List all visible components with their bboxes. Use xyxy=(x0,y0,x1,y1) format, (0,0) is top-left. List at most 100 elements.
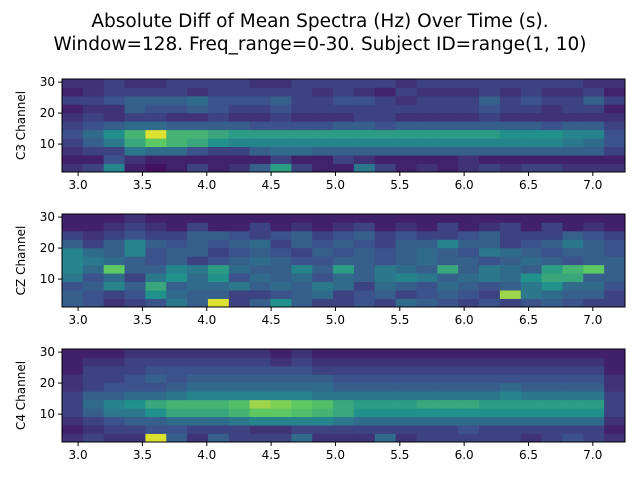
heatmap-cell xyxy=(187,163,209,173)
heatmap-cell xyxy=(145,256,167,266)
heatmap-cell xyxy=(333,273,355,283)
heatmap-cell xyxy=(207,121,230,131)
heatmap-cell xyxy=(187,95,209,105)
heatmap-cell xyxy=(207,399,230,409)
heatmap-cell xyxy=(458,95,480,105)
heatmap-cell xyxy=(187,433,209,443)
heatmap-cell xyxy=(499,281,522,291)
x-tick-label: 3.0 xyxy=(69,448,88,462)
heatmap-cell xyxy=(333,281,355,291)
heatmap-cell xyxy=(103,281,125,291)
heatmap-cell xyxy=(82,138,105,148)
heatmap-cell xyxy=(479,264,501,274)
heatmap-cell xyxy=(145,138,167,148)
heatmap-cell xyxy=(312,425,334,434)
heatmap-cell xyxy=(479,382,501,392)
heatmap-cell xyxy=(541,408,563,418)
heatmap-cell xyxy=(124,112,146,122)
heatmap-cell xyxy=(62,416,84,426)
heatmap-cell xyxy=(187,79,209,88)
heatmap-cell xyxy=(207,79,230,88)
heatmap-cell xyxy=(312,112,334,122)
heatmap-cell xyxy=(207,357,230,367)
heatmap-cell xyxy=(270,290,292,299)
heatmap-cell xyxy=(312,146,334,156)
heatmap-cell xyxy=(187,290,209,299)
heatmap-cell xyxy=(520,112,542,122)
heatmap-cell xyxy=(228,357,251,367)
heatmap-cell xyxy=(562,214,584,223)
heatmap-cell xyxy=(103,239,125,249)
heatmap-cell xyxy=(395,87,417,97)
heatmap-cell xyxy=(395,112,417,122)
heatmap-cell xyxy=(520,365,542,375)
heatmap-cell xyxy=(395,264,417,274)
heatmap-cell xyxy=(604,349,626,358)
heatmap-cell xyxy=(333,247,355,257)
heatmap-cell xyxy=(562,112,584,122)
heatmap-cell xyxy=(166,239,188,249)
heatmap-cell xyxy=(395,230,417,240)
heatmap-cell xyxy=(458,155,480,164)
heatmap-cell xyxy=(541,230,563,240)
heatmap-cell xyxy=(166,416,188,426)
heatmap-cell xyxy=(249,104,271,114)
heatmap-cell xyxy=(416,382,438,392)
heatmap-cell xyxy=(479,104,501,114)
heatmap-cell xyxy=(479,374,501,384)
heatmap-cell xyxy=(395,298,417,308)
heatmap-cell xyxy=(562,256,584,266)
heatmap-cell xyxy=(333,155,355,164)
heatmap-cell xyxy=(374,416,397,426)
heatmap-cell xyxy=(187,281,209,291)
heatmap-cell xyxy=(562,273,584,283)
heatmap-cell xyxy=(207,104,230,114)
heatmap-cell xyxy=(124,349,146,358)
heatmap-cell xyxy=(374,290,397,299)
heatmap-cell xyxy=(312,273,334,283)
heatmap-cell xyxy=(145,273,167,283)
heatmap-cell xyxy=(374,129,397,139)
heatmap-cell xyxy=(166,433,188,443)
heatmap-cell xyxy=(249,433,271,443)
heatmap-cell xyxy=(458,365,480,375)
heatmap-cell xyxy=(82,425,105,434)
heatmap-cell xyxy=(249,222,271,232)
heatmap-cell xyxy=(270,230,292,240)
heatmap-cell xyxy=(541,121,563,131)
heatmap-cell xyxy=(333,163,355,173)
heatmap-cell xyxy=(416,357,438,367)
heatmap-cell xyxy=(270,399,292,409)
heatmap-cell xyxy=(458,382,480,392)
heatmap-cell xyxy=(437,214,459,223)
heatmap-cell xyxy=(520,382,542,392)
heatmap-cell xyxy=(145,121,167,131)
heatmap-cell xyxy=(604,95,626,105)
heatmap-cell xyxy=(479,87,501,97)
heatmap-cell xyxy=(374,104,397,114)
heatmap-cell xyxy=(249,408,271,418)
heatmap-cell xyxy=(62,382,84,392)
heatmap-cell xyxy=(437,95,459,105)
heatmap-cell xyxy=(103,357,125,367)
heatmap-cell xyxy=(228,264,251,274)
heatmap-cell xyxy=(353,349,376,358)
heatmap-cell xyxy=(499,425,522,434)
heatmap-cell xyxy=(62,349,84,358)
heatmap-cell xyxy=(249,290,271,299)
heatmap-cell xyxy=(395,222,417,232)
heatmap-cell xyxy=(124,273,146,283)
heatmap-cell xyxy=(103,290,125,299)
heatmap-cell xyxy=(499,214,522,223)
heatmap-cell xyxy=(249,155,271,164)
heatmap-cell xyxy=(270,129,292,139)
heatmap-cell xyxy=(145,112,167,122)
heatmap-cell xyxy=(583,104,605,114)
heatmap-cell xyxy=(583,365,605,375)
heatmap-cell xyxy=(124,399,146,409)
heatmap-cell xyxy=(249,357,271,367)
heatmap-cell xyxy=(437,79,459,88)
heatmap-cell xyxy=(207,155,230,164)
heatmap-cell xyxy=(437,104,459,114)
heatmap-cell xyxy=(604,256,626,266)
